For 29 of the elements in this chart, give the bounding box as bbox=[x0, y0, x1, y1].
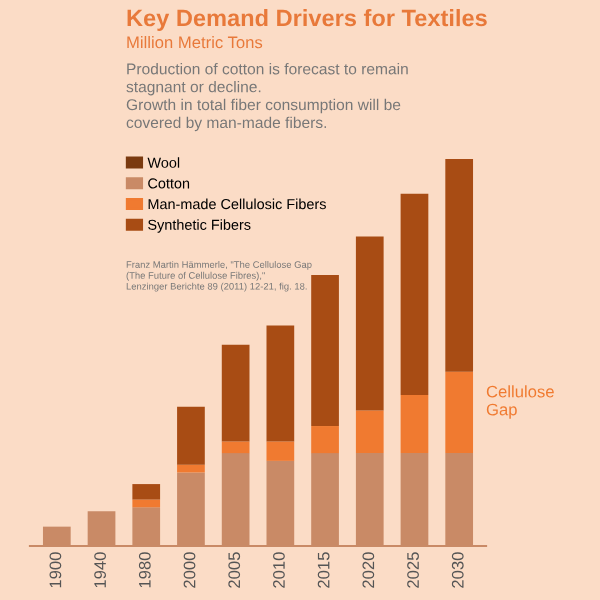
bar bbox=[177, 406, 205, 465]
x-tick-label: 2010 bbox=[273, 552, 285, 588]
x-tick-label: 1980 bbox=[138, 552, 151, 588]
bar bbox=[400, 193, 429, 396]
bar bbox=[400, 395, 429, 454]
bar bbox=[445, 159, 474, 372]
bar bbox=[132, 484, 161, 500]
bar bbox=[311, 426, 339, 454]
bar bbox=[132, 499, 161, 508]
bar bbox=[445, 371, 474, 454]
x-tick-label: 2025 bbox=[407, 552, 419, 588]
bar bbox=[177, 464, 205, 473]
bar bbox=[221, 344, 250, 442]
bar bbox=[266, 441, 295, 461]
x-tick-label: 2000 bbox=[183, 552, 196, 588]
x-tick-label: 1940 bbox=[94, 552, 106, 588]
bar bbox=[311, 275, 339, 427]
x-tick-label: 2030 bbox=[451, 552, 464, 588]
bar bbox=[355, 236, 384, 411]
x-tick-label: 2020 bbox=[362, 552, 375, 588]
bar bbox=[355, 410, 384, 454]
x-tick-label: 1900 bbox=[49, 552, 62, 588]
chart-subtitle: Million Metric Tons bbox=[127, 36, 263, 49]
chart-title: Key Demand Drivers for Textiles bbox=[127, 9, 487, 32]
x-tick-label: 2015 bbox=[317, 552, 330, 588]
bar bbox=[221, 441, 250, 454]
bar bbox=[266, 325, 295, 442]
text: Cellulose Gap bbox=[486, 385, 554, 419]
x-tick-label: 2005 bbox=[228, 552, 241, 588]
